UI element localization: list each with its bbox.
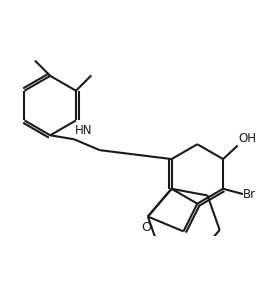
Text: OH: OH [238, 132, 256, 145]
Text: HN: HN [74, 124, 92, 137]
Text: O: O [141, 221, 151, 234]
Text: Br: Br [243, 188, 256, 201]
